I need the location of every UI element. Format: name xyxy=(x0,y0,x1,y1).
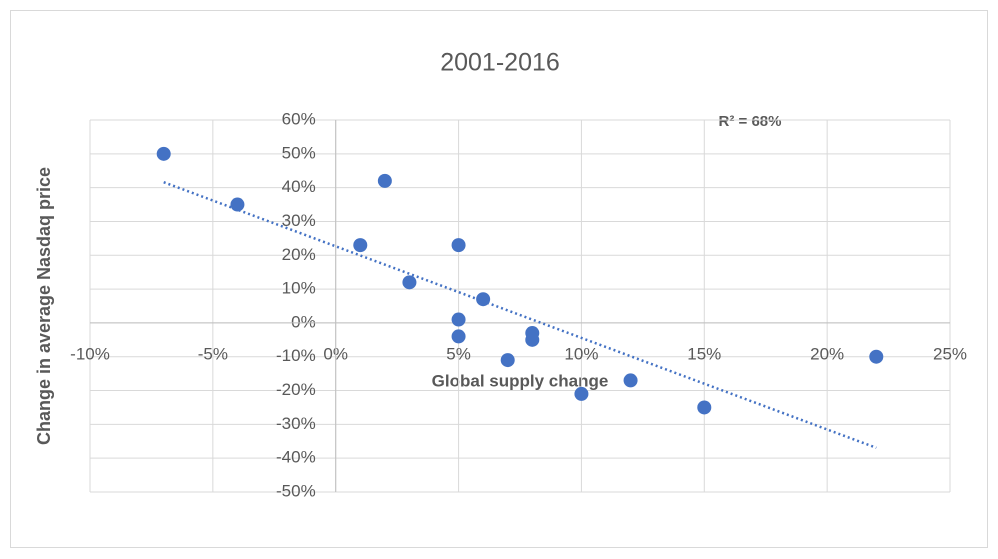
y-tick-label: -40% xyxy=(276,448,316,467)
point xyxy=(402,275,417,290)
point xyxy=(230,197,245,212)
x-tick-label: -5% xyxy=(198,344,228,363)
y-tick-label: -50% xyxy=(276,481,316,500)
x-tick-label: 25% xyxy=(933,344,967,363)
point xyxy=(500,353,515,368)
y-tick-label: 60% xyxy=(282,109,316,128)
point xyxy=(623,373,638,388)
chart-title: 2001-2016 xyxy=(440,49,560,77)
y-tick-label: -20% xyxy=(276,380,316,399)
x-tick-label: 20% xyxy=(810,344,844,363)
y-tick-label: 20% xyxy=(282,245,316,264)
point xyxy=(869,349,884,364)
point xyxy=(377,173,392,188)
y-tick-label: 10% xyxy=(282,279,316,298)
point xyxy=(353,238,368,253)
annotation: R² = 68% xyxy=(719,113,782,130)
y-tick-label: 30% xyxy=(282,211,316,230)
y-axis-title: Change in average Nasdaq price xyxy=(34,167,54,445)
y-tick-label: 50% xyxy=(282,143,316,162)
y-tick-label: -10% xyxy=(276,346,316,365)
point xyxy=(156,146,171,161)
x-tick-label: 10% xyxy=(564,344,598,363)
trendline xyxy=(163,181,877,449)
point xyxy=(697,400,712,415)
point xyxy=(476,292,491,307)
y-tick-label: 0% xyxy=(291,312,316,331)
y-tick-label: 40% xyxy=(282,177,316,196)
x-tick-label: 5% xyxy=(446,344,471,363)
x-tick-label: -10% xyxy=(70,344,110,363)
x-tick-label: 15% xyxy=(687,344,721,363)
point xyxy=(451,238,466,253)
point xyxy=(451,312,466,327)
x-axis-title: Global supply change xyxy=(432,371,609,390)
point xyxy=(451,329,466,344)
point xyxy=(574,386,589,401)
point xyxy=(525,332,540,347)
chart-border xyxy=(10,10,988,548)
y-tick-label: -30% xyxy=(276,414,316,433)
